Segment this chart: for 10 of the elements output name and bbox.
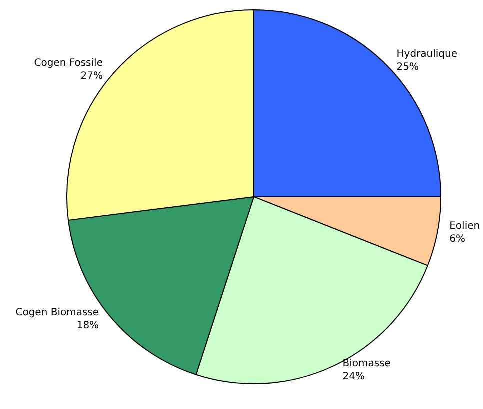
data-label: 24% — [342, 372, 365, 383]
data-label: 18% — [76, 320, 100, 332]
slice-label: Eolien — [450, 220, 480, 232]
data-label: 25% — [396, 62, 419, 74]
data-label: 6% — [450, 234, 466, 245]
slice-label: Cogen Biomasse — [16, 307, 100, 318]
slice-label: Biomasse — [342, 358, 391, 370]
slice-label: Hydraulique — [396, 49, 458, 60]
data-label: 27% — [80, 71, 103, 82]
slice-label: Cogen Fossile — [34, 58, 103, 70]
